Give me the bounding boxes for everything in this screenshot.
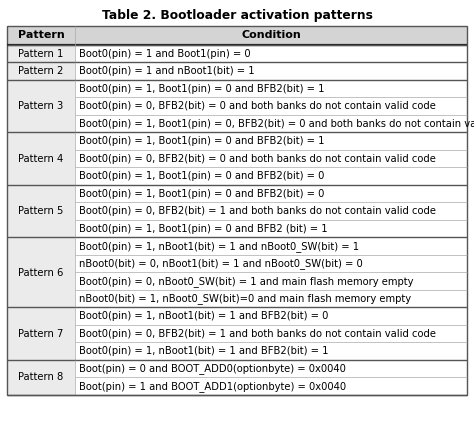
Bar [7,133,75,185]
Text: Pattern 1: Pattern 1 [18,49,64,59]
Bar [7,26,467,395]
Text: Boot0(pin) = 1, nBoot1(bit) = 1 and BFB2(bit) = 1: Boot0(pin) = 1, nBoot1(bit) = 1 and BFB2… [79,346,328,356]
Bar [75,80,467,133]
Text: Boot0(pin) = 1, Boot1(pin) = 0, BFB2(bit) = 0 and both banks do not contain vali: Boot0(pin) = 1, Boot1(pin) = 0, BFB2(bit… [79,119,474,129]
Text: Pattern 4: Pattern 4 [18,154,64,164]
Text: Pattern 6: Pattern 6 [18,268,64,277]
Bar [75,185,467,238]
Text: Pattern: Pattern [18,31,64,41]
Text: Boot0(pin) = 1, Boot1(pin) = 0 and BFB2 (bit) = 1: Boot0(pin) = 1, Boot1(pin) = 0 and BFB2 … [79,224,328,234]
Bar [7,185,75,238]
Text: nBoot0(bit) = 0, nBoot1(bit) = 1 and nBoot0_SW(bit) = 0: nBoot0(bit) = 0, nBoot1(bit) = 1 and nBo… [79,258,363,269]
Text: Boot0(pin) = 0, BFB2(bit) = 1 and both banks do not contain valid code: Boot0(pin) = 0, BFB2(bit) = 1 and both b… [79,329,436,339]
Text: Pattern 3: Pattern 3 [18,101,64,111]
Bar [75,62,467,80]
Text: Pattern 7: Pattern 7 [18,329,64,339]
Text: Boot0(pin) = 1 and nBoot1(bit) = 1: Boot0(pin) = 1 and nBoot1(bit) = 1 [79,66,255,76]
Bar [75,238,467,307]
Text: Boot0(pin) = 1, Boot1(pin) = 0 and BFB2(bit) = 0: Boot0(pin) = 1, Boot1(pin) = 0 and BFB2(… [79,171,325,181]
Bar [7,360,75,395]
Bar [7,307,75,360]
Bar [7,62,75,80]
Text: nBoot0(bit) = 1, nBoot0_SW(bit)=0 and main flash memory empty: nBoot0(bit) = 1, nBoot0_SW(bit)=0 and ma… [79,293,411,304]
Text: Boot(pin) = 1 and BOOT_ADD1(optionbyte) = 0x0040: Boot(pin) = 1 and BOOT_ADD1(optionbyte) … [79,381,346,392]
Text: Boot0(pin) = 1, nBoot1(bit) = 1 and BFB2(bit) = 0: Boot0(pin) = 1, nBoot1(bit) = 1 and BFB2… [79,311,328,321]
Text: Boot0(pin) = 0, BFB2(bit) = 0 and both banks do not contain valid code: Boot0(pin) = 0, BFB2(bit) = 0 and both b… [79,101,436,111]
Text: Boot0(pin) = 1, Boot1(pin) = 0 and BFB2(bit) = 1: Boot0(pin) = 1, Boot1(pin) = 0 and BFB2(… [79,136,325,146]
Text: Boot0(pin) = 1, Boot1(pin) = 0 and BFB2(bit) = 1: Boot0(pin) = 1, Boot1(pin) = 0 and BFB2(… [79,84,325,94]
Bar [75,45,467,62]
Text: Boot0(pin) = 0, BFB2(bit) = 0 and both banks do not contain valid code: Boot0(pin) = 0, BFB2(bit) = 0 and both b… [79,154,436,164]
Text: Boot0(pin) = 0, BFB2(bit) = 1 and both banks do not contain valid code: Boot0(pin) = 0, BFB2(bit) = 1 and both b… [79,206,436,216]
Text: Boot0(pin) = 0, nBoot0_SW(bit) = 1 and main flash memory empty: Boot0(pin) = 0, nBoot0_SW(bit) = 1 and m… [79,276,414,287]
Text: Table 2. Bootloader activation patterns: Table 2. Bootloader activation patterns [101,8,373,21]
Bar [7,80,75,133]
Text: Boot0(pin) = 1, Boot1(pin) = 0 and BFB2(bit) = 0: Boot0(pin) = 1, Boot1(pin) = 0 and BFB2(… [79,189,325,199]
Text: Boot(pin) = 0 and BOOT_ADD0(optionbyte) = 0x0040: Boot(pin) = 0 and BOOT_ADD0(optionbyte) … [79,363,346,374]
Text: Boot0(pin) = 1 and Boot1(pin) = 0: Boot0(pin) = 1 and Boot1(pin) = 0 [79,49,251,59]
Bar [7,45,75,62]
Bar [7,26,467,45]
Bar [75,307,467,360]
Text: Pattern 8: Pattern 8 [18,372,64,382]
Text: Pattern 5: Pattern 5 [18,206,64,216]
Bar [75,360,467,395]
Text: Condition: Condition [241,31,301,41]
Text: Boot0(pin) = 1, nBoot1(bit) = 1 and nBoot0_SW(bit) = 1: Boot0(pin) = 1, nBoot1(bit) = 1 and nBoo… [79,241,359,252]
Bar [75,133,467,185]
Text: Pattern 2: Pattern 2 [18,66,64,76]
Bar [7,238,75,307]
